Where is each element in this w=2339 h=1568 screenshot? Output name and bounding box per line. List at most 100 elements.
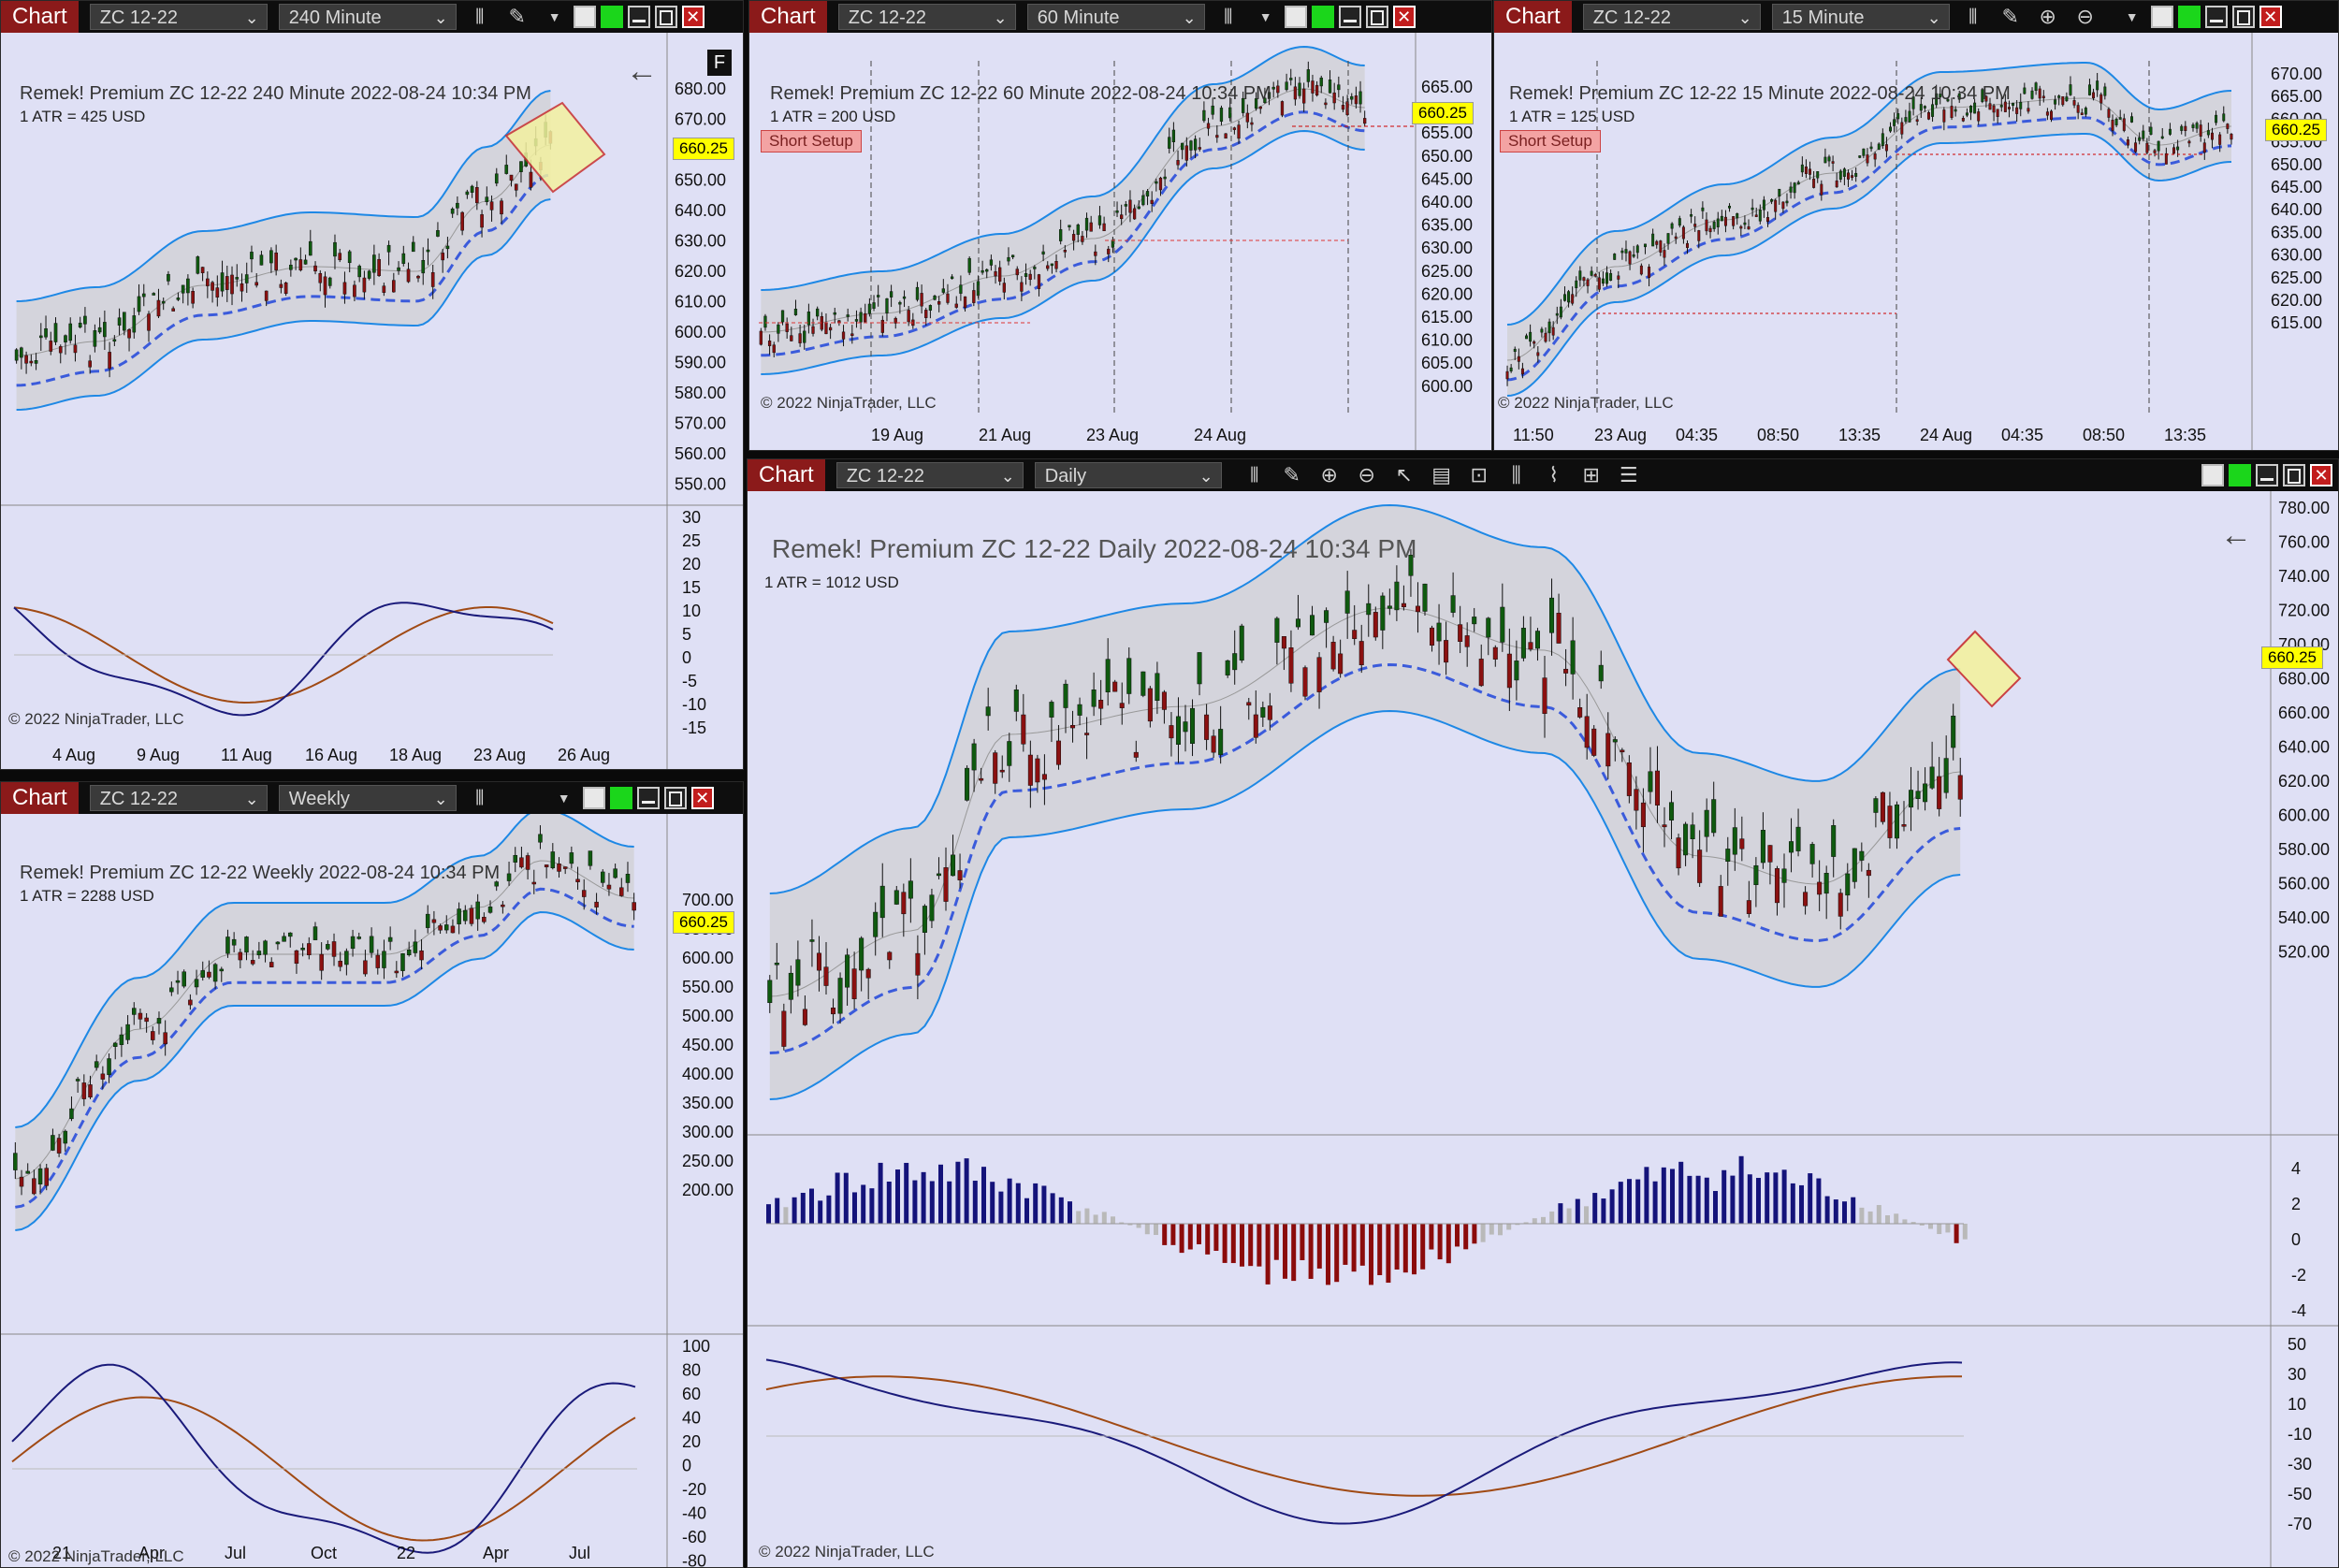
axis-tick-label: 0 [2291, 1230, 2301, 1249]
minimize-button[interactable] [2256, 464, 2278, 486]
interval-selector[interactable]: 240 Minute ⌄ [278, 4, 457, 30]
templates-icon[interactable]: ⊞ [1582, 463, 1600, 486]
chart-tab[interactable]: Chart [1494, 1, 1572, 33]
maximize-button[interactable] [654, 6, 677, 28]
chart-plot-area[interactable]: 700.00650.00600.00550.00500.00450.00400.… [1, 814, 743, 1567]
minimize-button[interactable] [1338, 6, 1361, 28]
candle-body [2206, 130, 2210, 136]
dropdown-arrow-icon[interactable]: ▼ [1258, 9, 1272, 24]
window-sync-button[interactable] [600, 6, 623, 28]
interval-selector[interactable]: Daily ⌄ [1034, 462, 1222, 488]
instrument-selector[interactable]: ZC 12-22 ⌄ [89, 785, 268, 811]
pointer-icon[interactable]: ↖ [1395, 463, 1413, 486]
data-box-icon[interactable]: ▤ [1431, 463, 1452, 486]
window-link-button[interactable] [2150, 6, 2173, 28]
window-link-button[interactable] [2201, 464, 2224, 486]
candle-body [274, 252, 278, 270]
window-link-button[interactable] [1284, 6, 1307, 28]
indicators-icon[interactable]: ⫼ [1511, 463, 1521, 486]
candle-body [963, 296, 967, 309]
badge-f[interactable]: F [707, 50, 732, 76]
candle-body [1280, 101, 1285, 116]
candle-body [2023, 87, 2027, 94]
candle-body [264, 290, 269, 301]
upper-band-line [769, 503, 1961, 894]
candle-body [475, 901, 480, 920]
object-list-icon[interactable]: ☰ [1619, 463, 1638, 486]
candle-body [1002, 283, 1006, 293]
axis-tick-label: -10 [2288, 1425, 2312, 1444]
chart-tab[interactable]: Chart [1, 782, 79, 814]
instrument-selector[interactable]: ZC 12-22 ⌄ [1582, 4, 1761, 30]
minimize-button[interactable] [2204, 6, 2228, 28]
candle-body [1935, 93, 1939, 106]
instrument-selector[interactable]: ZC 12-22 ⌄ [89, 4, 268, 30]
trailing-stop-line [769, 662, 1961, 1054]
histogram-bar [1480, 1224, 1486, 1242]
bar-type-icon[interactable]: ⫴ [1969, 5, 1978, 28]
chart-tab[interactable]: Chart [748, 459, 825, 491]
minimize-button[interactable] [627, 6, 650, 28]
candle-body [959, 284, 963, 294]
zoom-in-icon[interactable]: ⊕ [1320, 463, 1338, 486]
drawing-tool-icon[interactable]: ✎ [508, 5, 526, 28]
candle-body [1105, 659, 1111, 693]
window-link-button[interactable] [573, 6, 596, 28]
chart-tab[interactable]: Chart [1, 1, 79, 33]
chart-tab[interactable]: Chart [749, 1, 827, 33]
bar-type-icon[interactable]: ⫴ [475, 5, 485, 28]
close-button[interactable]: ✕ [2259, 6, 2282, 28]
upper-band-line [1506, 62, 2232, 326]
interval-selector[interactable]: Weekly ⌄ [278, 785, 457, 811]
zoom-out-icon[interactable]: ⊖ [1358, 463, 1375, 486]
interval-selector[interactable]: 15 Minute ⌄ [1771, 4, 1950, 30]
x-axis-tick-label: 21 [52, 1544, 71, 1562]
window-sync-button[interactable] [2177, 6, 2201, 28]
dropdown-arrow-icon[interactable]: ▼ [2125, 9, 2139, 24]
close-button[interactable]: ✕ [690, 787, 714, 809]
dropdown-arrow-icon[interactable]: ▼ [557, 791, 571, 806]
window-sync-button[interactable] [2229, 464, 2251, 486]
chart-plot-area[interactable]: 665.00660.00655.00650.00645.00640.00635.… [749, 33, 1491, 450]
interval-value: Weekly [288, 789, 350, 809]
instrument-selector[interactable]: ZC 12-22 ⌄ [835, 462, 1024, 488]
minimize-button[interactable] [636, 787, 660, 809]
dropdown-arrow-icon[interactable]: ▼ [547, 9, 561, 24]
maximize-button[interactable] [1365, 6, 1388, 28]
maximize-button[interactable] [2231, 6, 2255, 28]
candle-body [2034, 82, 2038, 91]
strategies-icon[interactable]: ⌇ [1548, 463, 1560, 486]
candle-body [397, 267, 400, 271]
back-arrow-icon[interactable]: ← [626, 53, 658, 89]
interval-selector[interactable]: 60 Minute ⌄ [1026, 4, 1205, 30]
window-link-button[interactable] [582, 787, 605, 809]
back-arrow-icon[interactable]: ← [2220, 517, 2252, 553]
maximize-button[interactable] [663, 787, 687, 809]
chart-plot-area[interactable]: 680.00670.00660.00650.00640.00630.00620.… [1, 33, 743, 769]
candle-body [1310, 615, 1315, 636]
chart-plot-area[interactable]: 780.00 760.00 740.00 720.00 700.00 680.00 660.… [748, 491, 2338, 1567]
close-button[interactable]: ✕ [681, 6, 705, 28]
properties-icon[interactable]: ⊡ [1470, 463, 1488, 486]
close-button[interactable]: ✕ [2310, 464, 2332, 486]
candle-body [613, 868, 617, 878]
bar-type-icon[interactable]: ⫴ [475, 786, 485, 809]
window-sync-button[interactable] [1311, 6, 1334, 28]
candle-body [1999, 105, 2003, 108]
chart-plot-area[interactable]: 670.00665.00660.00655.00650.00645.00640.… [1494, 33, 2338, 450]
drawing-tool-icon[interactable]: ✎ [1283, 463, 1300, 486]
close-button[interactable]: ✕ [1392, 6, 1416, 28]
axis-tick-label: 650.00 [1421, 147, 1473, 166]
maximize-button[interactable] [2283, 464, 2305, 486]
instrument-selector[interactable]: ZC 12-22 ⌄ [837, 4, 1016, 30]
bar-type-icon[interactable]: ⫴ [1250, 463, 1259, 486]
x-axis-tick-label: 24 Aug [1194, 426, 1246, 444]
zoom-out-icon[interactable]: ⊖ [2076, 5, 2094, 28]
bar-type-icon[interactable]: ⫴ [1224, 5, 1233, 28]
zoom-in-icon[interactable]: ⊕ [2039, 5, 2056, 28]
candle-body [601, 871, 605, 883]
window-sync-button[interactable] [609, 787, 632, 809]
drawing-tool-icon[interactable]: ✎ [2001, 5, 2019, 28]
candle-body [13, 1153, 18, 1170]
axis-tick-label: 600.00 [682, 949, 734, 967]
